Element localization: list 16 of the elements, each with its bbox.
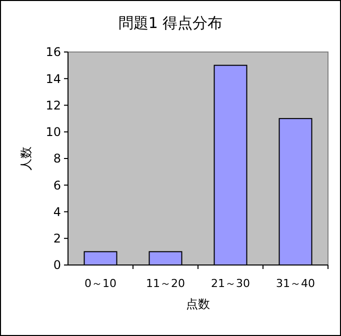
chart-title: 問題1 得点分布: [118, 14, 223, 32]
x-tick-label: 11～20: [146, 277, 185, 290]
y-tick-label: 16: [46, 45, 61, 60]
y-tick-label: 8: [53, 152, 61, 166]
y-axis-title: 人数: [19, 146, 33, 170]
y-tick-label: 0: [53, 258, 61, 272]
y-tick-label: 10: [46, 125, 61, 140]
y-tick-label: 12: [46, 98, 61, 112]
x-axis-title: 点数: [186, 297, 210, 311]
y-tick-label: 4: [53, 204, 61, 219]
y-tick-label: 6: [53, 178, 61, 192]
x-tick-label: 0～10: [84, 277, 116, 290]
x-tick-label: 21～30: [211, 277, 250, 290]
y-tick-label: 2: [53, 232, 61, 246]
x-tick-label: 31～40: [276, 277, 315, 290]
y-tick-label: 14: [46, 72, 61, 86]
